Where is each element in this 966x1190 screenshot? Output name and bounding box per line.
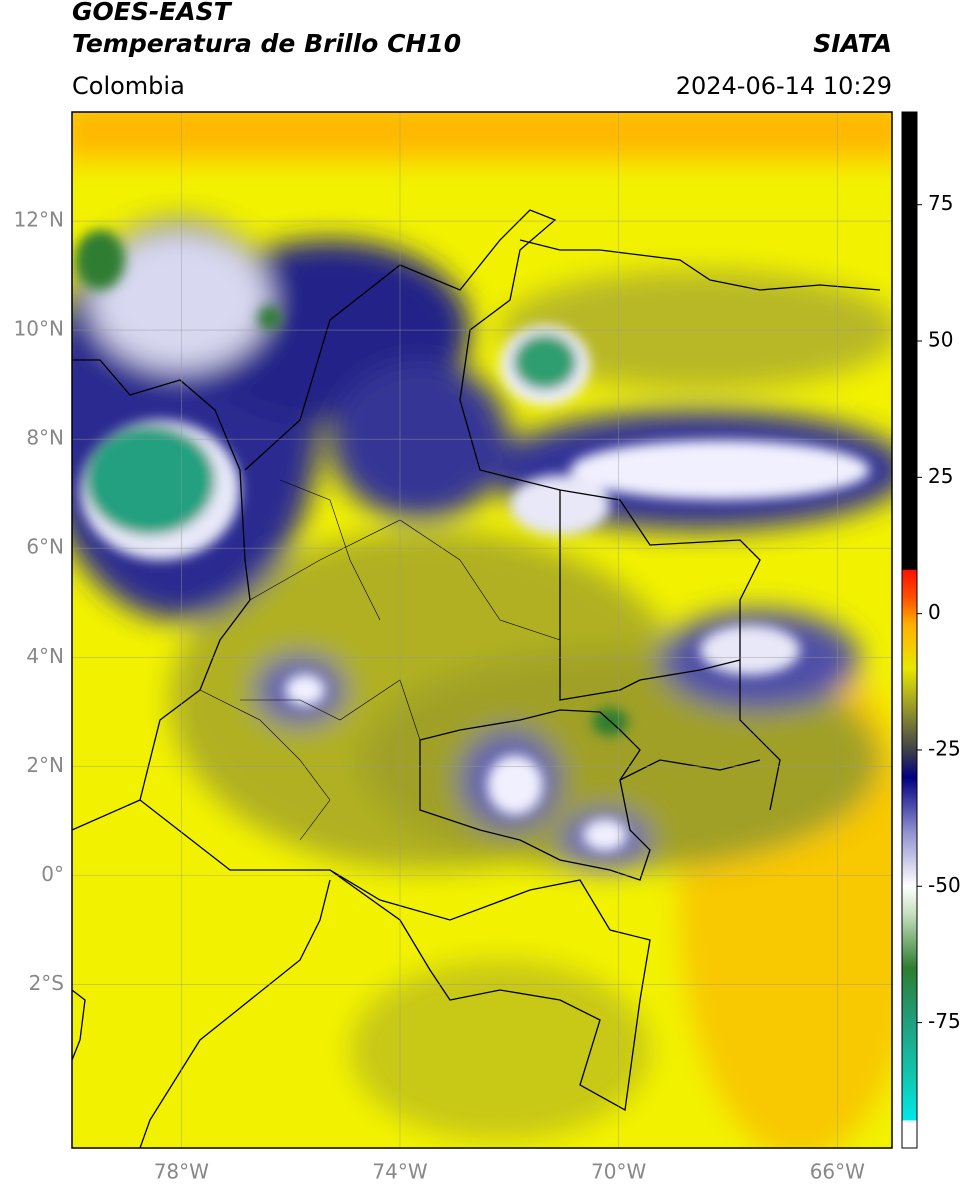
- title: GOES-EAST: [72, 0, 233, 26]
- x-tick-label: 70°W: [591, 1160, 646, 1184]
- x-tick-label: 74°W: [372, 1160, 427, 1184]
- colorbar-tick-label: -75: [928, 1009, 961, 1033]
- source: SIATA: [813, 29, 892, 58]
- region: Colombia: [72, 72, 185, 100]
- subtitle: Temperatura de Brillo CH10: [72, 29, 461, 58]
- y-tick-label: 0°: [41, 862, 64, 886]
- x-tick-label: 66°W: [810, 1160, 865, 1184]
- colorbar-tick-label: 50: [928, 328, 953, 352]
- y-tick-label: 12°N: [14, 208, 64, 232]
- map-frame: [71, 111, 893, 1149]
- y-tick-label: 8°N: [26, 426, 64, 450]
- x-tick-label: 78°W: [154, 1160, 209, 1184]
- satellite-image: [72, 112, 892, 1148]
- colorbar-tick-label: -25: [928, 736, 961, 760]
- y-tick-label: 4°N: [26, 644, 64, 668]
- datetime: 2024-06-14 10:29: [676, 72, 892, 100]
- colorbar-tick-label: -50: [928, 873, 961, 897]
- colorbar-tick-label: 0: [928, 600, 941, 624]
- y-tick-label: 6°N: [26, 535, 64, 559]
- colorbar-tick-label: 75: [928, 191, 953, 215]
- y-tick-label: 2°N: [26, 753, 64, 777]
- y-tick-label: 10°N: [14, 317, 64, 341]
- y-tick-label: 2°S: [29, 971, 64, 995]
- colorbar-tick-label: 25: [928, 464, 953, 488]
- colorbar: [901, 111, 918, 1149]
- graticule: [72, 112, 892, 1148]
